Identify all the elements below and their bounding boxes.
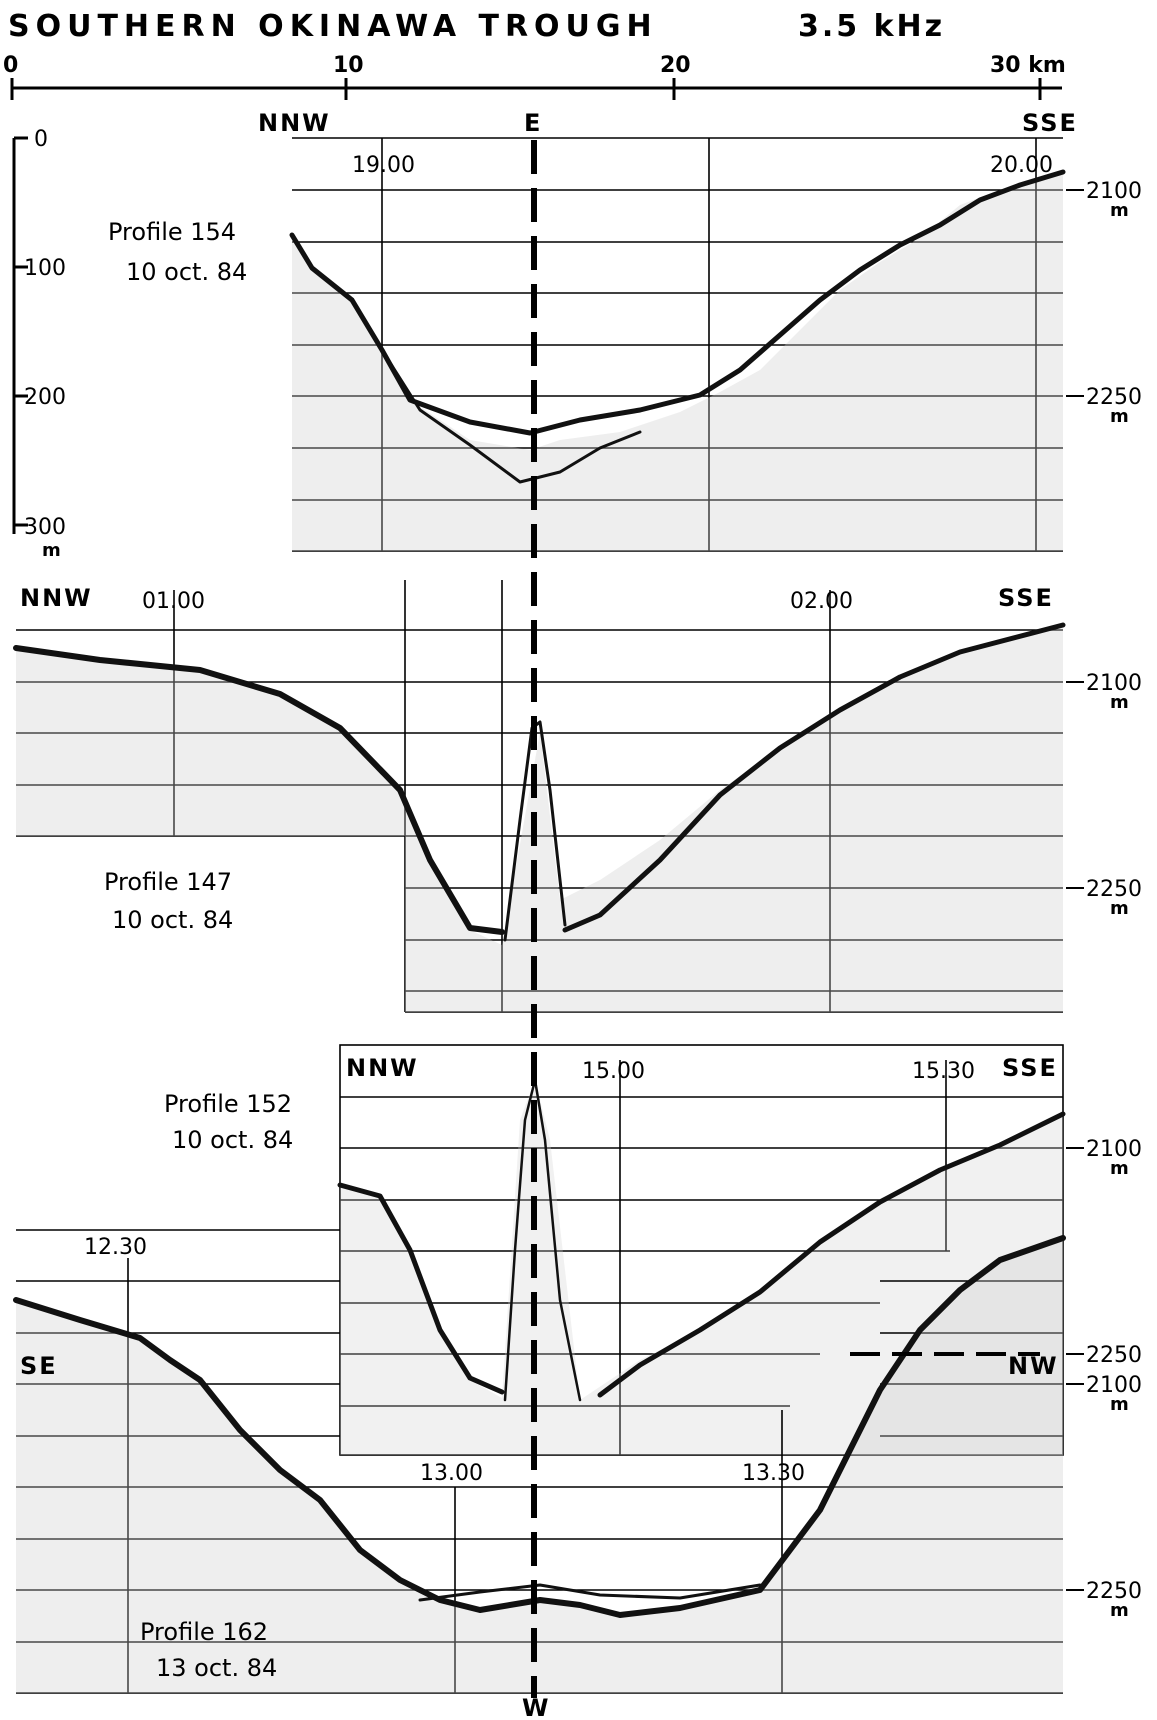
profile-154-panel: NNW SSE 19.00 20.00 Profile 154 10 oct. … (108, 109, 1142, 552)
profile-147-sediment-fill (16, 625, 1063, 1012)
profile-152-depth-2100: 2100 (1086, 1137, 1142, 1162)
profile-154-time-2: 20.00 (990, 153, 1053, 178)
profile-147-dir-right: SSE (998, 584, 1054, 612)
profile-162-dir-left: SE (20, 1352, 58, 1380)
profile-152-time-2: 15.30 (912, 1059, 975, 1084)
profile-162-panel: SE NW 12.30 13.00 13.30 Profile 162 13 o… (13, 1229, 1142, 1694)
profile-147-depth-2250: 2250 (1086, 877, 1142, 902)
axis-marker-w: W (522, 1694, 550, 1720)
profile-162-depth-2250: 2250 (1086, 1579, 1142, 1604)
scale-tick-200: 200 (24, 385, 66, 410)
km-tick-10: 10 (333, 53, 364, 78)
profile-147-grid (16, 580, 1063, 1013)
profile-152-date: 10 oct. 84 (172, 1126, 293, 1154)
profile-162-dir-right: NW (1008, 1352, 1059, 1380)
scale-tick-100: 100 (24, 256, 66, 281)
profile-154-subbottom (380, 348, 642, 484)
axis-marker-e: E (524, 109, 542, 137)
profile-152-seafloor-right (597, 1111, 1066, 1398)
figure-title: SOUTHERN OKINAWA TROUGH (8, 9, 658, 44)
profile-152-seafloor-left (337, 1182, 505, 1395)
profile-147-dir-left: NNW (20, 584, 93, 612)
profile-147-seafloor-right (562, 622, 1066, 933)
profile-154-depth-2100: 2100 (1086, 179, 1142, 204)
profile-154-dir-left: NNW (258, 109, 331, 137)
depth-scale: 0 100 200 300 m (12, 127, 66, 561)
profile-147-depth-2100: 2100 (1086, 671, 1142, 696)
profile-154-dir-right: SSE (1022, 109, 1078, 137)
profile-162-time-1: 12.30 (84, 1235, 147, 1260)
profile-152-label: Profile 152 (164, 1090, 292, 1118)
profile-147-depth-unit-2: m (1110, 898, 1129, 919)
profile-162-date: 13 oct. 84 (156, 1654, 277, 1682)
profile-154-sediment-fill (292, 172, 1063, 551)
profile-147-seafloor (13, 645, 505, 935)
profile-162-label: Profile 162 (140, 1618, 268, 1646)
profile-152-dir-right: SSE (1002, 1054, 1058, 1082)
profile-162-time-2: 13.00 (420, 1461, 483, 1486)
km-tick-30: 30 km (990, 53, 1066, 78)
profile-162-depth-2100: 2100 (1086, 1373, 1142, 1398)
profile-162-time-3: 13.30 (742, 1461, 805, 1486)
profile-154-label: Profile 154 (108, 218, 236, 246)
profile-162-grid (16, 1229, 1063, 1694)
profile-154-time-1: 19.00 (352, 153, 415, 178)
profile-152-time-1: 15.00 (582, 1059, 645, 1084)
profile-154-grid (292, 137, 1063, 552)
profile-147-depth-unit-1: m (1110, 692, 1129, 713)
profile-162-subbottom (418, 1583, 762, 1602)
profile-154-depth-unit-2: m (1110, 406, 1129, 427)
scale-tick-300: 300 (24, 515, 66, 540)
profile-162-depth-unit-1: m (1110, 1394, 1129, 1415)
profile-147-label: Profile 147 (104, 868, 232, 896)
profile-152-grid (340, 1060, 1063, 1455)
profile-154-depth-2250: 2250 (1086, 385, 1142, 410)
scale-tick-0: 0 (34, 127, 48, 152)
profile-152-depth-unit-1: m (1110, 1158, 1129, 1179)
profile-162-sediment-fill (16, 1238, 1063, 1693)
km-scale: 0 10 20 30 km (3, 53, 1066, 100)
km-tick-20: 20 (660, 53, 691, 78)
profile-152-dir-left: NNW (346, 1054, 419, 1082)
profile-154-date: 10 oct. 84 (126, 258, 247, 286)
scale-unit: m (42, 540, 61, 561)
profile-147-date: 10 oct. 84 (112, 906, 233, 934)
profile-154-depth-unit-1: m (1110, 200, 1129, 221)
profile-147-time-1: 01.00 (142, 589, 205, 614)
profile-162-seafloor (13, 1235, 1066, 1618)
profile-147-panel: NNW SSE 01.00 02.00 Profile 147 10 oct. … (13, 580, 1142, 1013)
profile-152-depth-2250: 2250 (1086, 1343, 1142, 1368)
profile-152-panel: NNW SSE 15.00 15.30 Profile 152 10 oct. … (164, 1044, 1142, 1456)
frequency-label: 3.5 kHz (798, 9, 945, 44)
profile-147-time-2: 02.00 (790, 589, 853, 614)
km-tick-0: 0 (3, 53, 18, 78)
profile-162-depth-unit-2: m (1110, 1600, 1129, 1621)
